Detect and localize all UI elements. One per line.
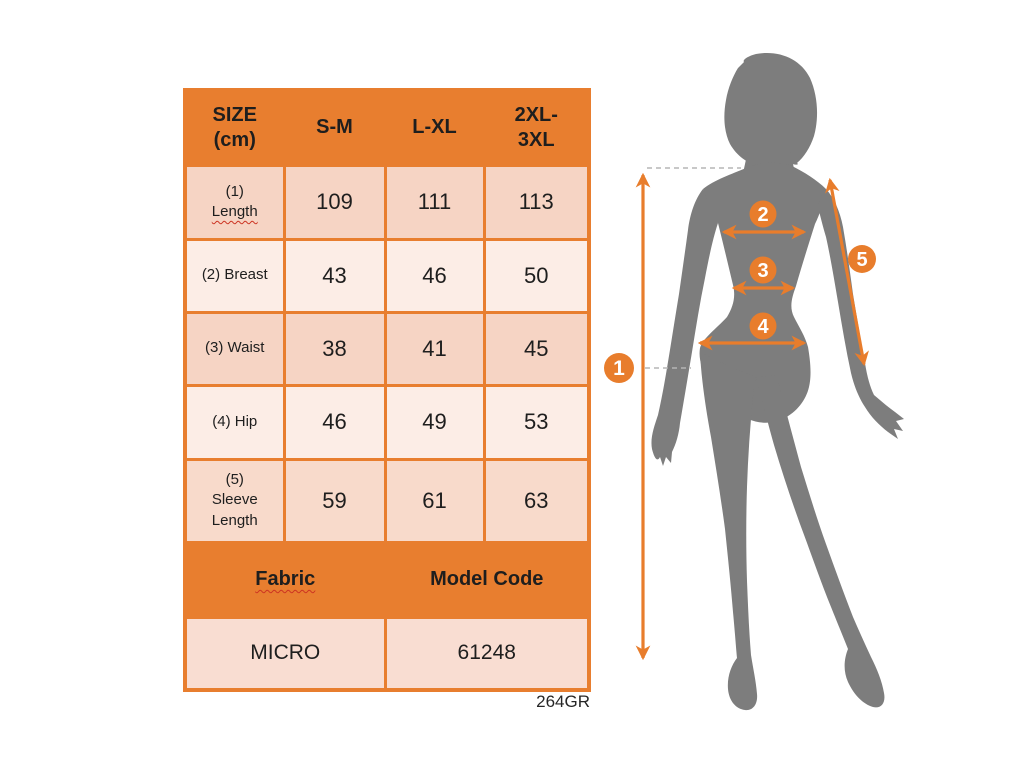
silhouette-left-arm (651, 189, 718, 466)
row-num: (4) (212, 412, 231, 430)
marker-2-circle (749, 200, 777, 228)
marker-1: 1 (604, 353, 634, 383)
marker-4-number: 4 (757, 316, 769, 338)
col-header-lxl: L-XL (383, 88, 486, 167)
col-header-2xl3xl: 2XL- 3XL (482, 88, 591, 167)
hip-sm: 46 (282, 383, 387, 461)
hip-lxl: 49 (383, 383, 486, 461)
row-name: Breast (224, 266, 268, 284)
col-header-sm: S-M (282, 88, 387, 167)
row-num: (3) (205, 339, 224, 357)
table-row-waist: (3) Waist 38 41 45 (183, 310, 591, 387)
silhouette-right-arm (818, 189, 904, 439)
row-name: Waist (227, 339, 265, 357)
row-num: (1) (225, 182, 244, 200)
marker-5: 5 (848, 245, 876, 273)
waist-sm: 38 (282, 310, 387, 387)
marker-3: 3 (749, 256, 777, 284)
marker-5-circle (848, 245, 876, 273)
waist-lxl: 41 (383, 310, 486, 387)
marker-2: 2 (749, 200, 777, 228)
row-label-length: (1) Length (183, 163, 286, 241)
row-num: (5) (225, 471, 244, 489)
row-name: Length (211, 203, 258, 220)
row-name: Hip (234, 412, 258, 430)
sleeve-arrow (825, 177, 869, 367)
row-label-waist: (3) Waist (183, 310, 286, 387)
info-header-row: Fabric Model Code (183, 540, 591, 619)
silhouette-head (724, 53, 818, 166)
col-header-size: SIZE (cm) (183, 88, 286, 167)
table-row-hip: (4) Hip 46 49 53 (183, 383, 591, 461)
weight-code-label: 264GR (536, 692, 590, 711)
breast-2xl3xl: 50 (482, 237, 591, 314)
model-code-value: 61248 (383, 615, 591, 692)
row-name: Sleeve Length (211, 491, 258, 529)
table-row-sleeve: (5) Sleeve Length 59 61 63 (183, 457, 591, 544)
sleeve-lxl: 61 (383, 457, 486, 544)
table-row-length: (1) Length 109 111 113 (183, 163, 591, 241)
marker-4: 4 (749, 312, 777, 340)
length-sm: 109 (282, 163, 387, 241)
length-lxl: 111 (383, 163, 486, 241)
row-label-hip: (4) Hip (183, 383, 286, 461)
female-silhouette (651, 53, 904, 711)
table-row-breast: (2) Breast 43 46 50 (183, 237, 591, 314)
sleeve-sm: 59 (282, 457, 387, 544)
sleeve-2xl3xl: 63 (482, 457, 591, 544)
length-2xl3xl: 113 (482, 163, 591, 241)
row-label-breast: (2) Breast (183, 237, 286, 314)
fabric-header-label: Fabric (255, 568, 316, 590)
body-measurement-diagram: 1 2 3 4 5 (604, 53, 904, 711)
fabric-value: MICRO (183, 615, 387, 692)
marker-2-number: 2 (757, 204, 768, 226)
row-num: (2) (201, 266, 221, 284)
marker-3-number: 3 (757, 260, 768, 282)
model-code-header: Model Code (383, 540, 591, 619)
row-label-sleeve: (5) Sleeve Length (183, 457, 286, 544)
marker-1-circle (604, 353, 634, 383)
silhouette-left-leg (700, 352, 758, 711)
breast-lxl: 46 (383, 237, 486, 314)
breast-sm: 43 (282, 237, 387, 314)
info-value-row: MICRO 61248 (183, 615, 591, 692)
marker-3-circle (749, 256, 777, 284)
marker-5-number: 5 (856, 249, 867, 271)
fabric-header: Fabric (183, 540, 387, 619)
waist-2xl3xl: 45 (482, 310, 591, 387)
silhouette-right-leg (756, 375, 885, 708)
marker-1-number: 1 (613, 357, 625, 380)
size-table: SIZE (cm) S-M L-XL 2XL- 3XL (1) Length 1… (183, 88, 591, 692)
table-header-row: SIZE (cm) S-M L-XL 2XL- 3XL (183, 88, 591, 167)
hip-2xl3xl: 53 (482, 383, 591, 461)
marker-4-circle (749, 312, 777, 340)
